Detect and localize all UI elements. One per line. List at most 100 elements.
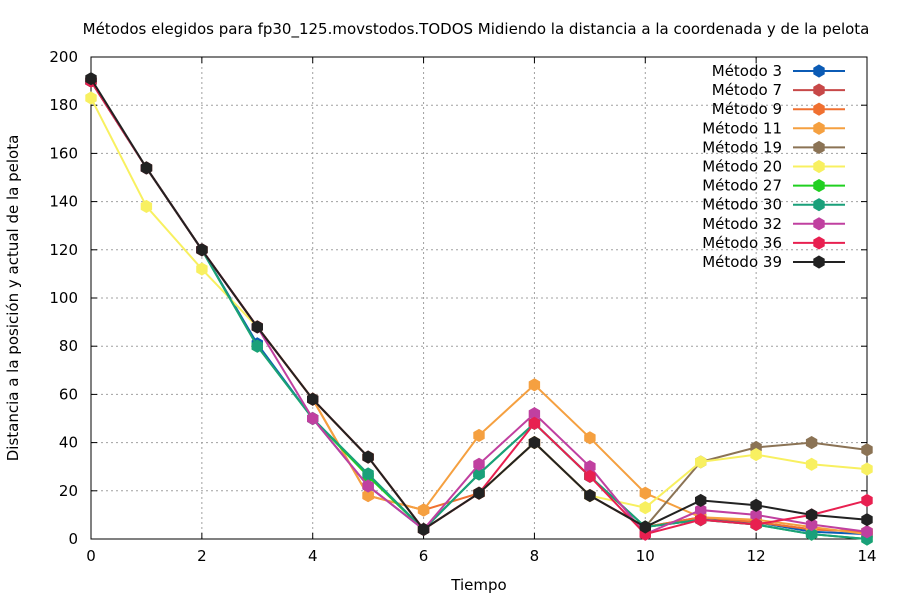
data-point <box>639 501 651 515</box>
legend-marker <box>813 198 825 212</box>
y-axis-ticks: 0 20 40 60 80 100 120 140 160 180 200 <box>49 48 867 548</box>
legend-label: Método 36 <box>702 234 782 252</box>
data-point <box>861 443 873 457</box>
legend-item: Método 9 <box>712 100 845 118</box>
data-point <box>639 520 651 534</box>
legend-marker <box>813 217 825 231</box>
data-point <box>639 486 651 500</box>
data-point <box>805 508 818 522</box>
legend-label: Método 27 <box>702 177 782 195</box>
legend-marker <box>813 140 825 154</box>
legend-item: Método 3 <box>712 62 845 80</box>
data-point <box>362 489 374 503</box>
legend-label: Método 39 <box>702 253 782 271</box>
data-point <box>750 448 762 462</box>
legend-label: Método 9 <box>712 100 782 118</box>
legend-label: Método 19 <box>702 138 782 156</box>
series-11 <box>85 72 873 536</box>
data-point <box>362 450 374 464</box>
y-tick-label: 20 <box>59 482 78 500</box>
data-point <box>805 517 818 532</box>
legend-item: Método 32 <box>702 215 845 233</box>
legend-item: Método 20 <box>702 158 845 176</box>
legend-marker <box>813 179 825 193</box>
y-tick-label: 180 <box>49 96 78 114</box>
data-point <box>140 199 153 213</box>
legend-marker <box>813 64 825 78</box>
legend-label: Método 30 <box>702 196 782 214</box>
data-point <box>584 489 596 503</box>
data-point <box>251 320 263 334</box>
legend-marker <box>813 121 825 135</box>
legend-marker <box>813 159 825 174</box>
data-point <box>861 462 873 476</box>
legend-marker <box>813 236 825 250</box>
data-point <box>528 436 541 450</box>
data-point <box>251 339 263 353</box>
x-tick-label: 4 <box>308 547 318 565</box>
data-point <box>473 428 485 442</box>
legend-item: Método 11 <box>702 119 845 137</box>
x-tick-label: 2 <box>197 547 207 565</box>
x-tick-label: 0 <box>86 547 96 565</box>
data-point <box>307 392 319 406</box>
y-tick-label: 160 <box>49 144 78 162</box>
grid <box>91 57 867 539</box>
data-point <box>695 455 707 469</box>
data-point <box>473 457 485 471</box>
data-point <box>196 262 208 276</box>
legend-label: Método 3 <box>712 62 782 80</box>
y-tick-label: 100 <box>49 289 78 307</box>
legend-label: Método 7 <box>712 81 782 99</box>
legend-item: Método 19 <box>702 138 845 156</box>
data-point <box>528 416 541 430</box>
series-group <box>85 72 873 546</box>
legend-item: Método 7 <box>712 81 845 99</box>
y-tick-label: 200 <box>49 48 78 66</box>
chart-title: Métodos elegidos para fp30_125.movstodos… <box>83 20 870 39</box>
data-point <box>584 469 596 483</box>
legend-label: Método 11 <box>702 119 782 137</box>
legend-marker <box>813 255 825 269</box>
data-point <box>805 527 818 541</box>
data-point <box>750 498 762 512</box>
data-point <box>861 493 873 507</box>
data-point <box>307 411 319 426</box>
data-point <box>528 378 541 392</box>
data-point <box>861 513 873 527</box>
legend-marker <box>813 83 825 97</box>
x-axis-label: Tiempo <box>450 576 506 594</box>
legend-item: Método 36 <box>702 234 845 252</box>
data-point <box>473 486 485 500</box>
y-tick-label: 60 <box>59 385 78 403</box>
y-tick-label: 0 <box>68 530 78 548</box>
data-point <box>85 91 97 105</box>
y-tick-label: 140 <box>49 193 78 211</box>
legend-marker <box>813 102 825 116</box>
data-point <box>362 479 374 493</box>
data-point <box>695 513 707 527</box>
data-point <box>695 493 707 507</box>
data-point <box>805 436 818 450</box>
y-tick-label: 80 <box>59 337 78 355</box>
data-point <box>140 161 153 175</box>
y-tick-label: 120 <box>49 241 78 259</box>
x-tick-label: 10 <box>636 547 655 565</box>
data-point <box>196 243 208 257</box>
data-point <box>417 522 430 536</box>
x-tick-label: 14 <box>857 547 876 565</box>
legend-label: Método 32 <box>702 215 782 233</box>
legend-item: Método 39 <box>702 253 845 271</box>
x-tick-label: 12 <box>747 547 766 565</box>
x-tick-label: 6 <box>419 547 429 565</box>
legend-item: Método 27 <box>702 177 845 195</box>
legend-item: Método 30 <box>702 196 845 214</box>
data-point <box>584 431 596 445</box>
x-tick-label: 8 <box>530 547 540 565</box>
data-point <box>805 457 818 471</box>
data-point <box>417 503 430 517</box>
y-axis-label: Distancia a la posición y actual de la p… <box>4 135 22 462</box>
data-point <box>362 467 374 481</box>
